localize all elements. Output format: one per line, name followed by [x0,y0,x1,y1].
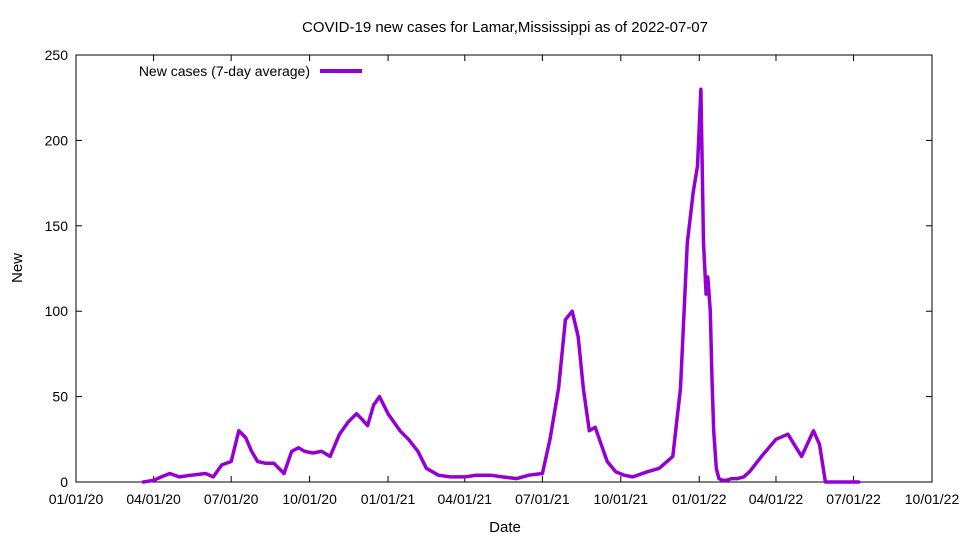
x-tick-label: 10/01/20 [282,491,337,507]
chart-title: COVID-19 new cases for Lamar,Mississippi… [302,19,708,36]
y-tick-label: 150 [45,218,69,234]
series-layer [141,87,861,484]
x-tick-label: 07/01/20 [204,491,259,507]
y-tick-label: 50 [52,389,68,405]
x-tick-label: 04/01/20 [126,491,181,507]
y-tick-label: 250 [45,47,69,63]
x-tick-label: 07/01/22 [826,491,881,507]
x-tick-label: 04/01/21 [438,491,493,507]
x-tick-label: 01/01/20 [49,491,104,507]
y-axis-label: New [9,253,26,283]
x-tick-label: 07/01/21 [515,491,570,507]
x-axis-ticks: 01/01/20 04/01/20 07/01/20 10/01/20 01/01/21… [49,55,960,507]
x-tick-label: 04/01/22 [749,491,804,507]
y-tick-label: 200 [45,132,69,148]
x-tick-label: 01/01/22 [672,491,727,507]
x-axis-label: Date [489,519,521,536]
legend: New cases (7-day average) [139,63,362,79]
y-axis-ticks: 0 50 100 150 200 250 [45,47,932,490]
x-tick-label: 10/01/21 [594,491,649,507]
x-tick-label: 10/01/22 [905,491,960,507]
y-tick-label: 100 [45,303,69,319]
series-line-0 [141,87,861,484]
x-tick-label: 01/01/21 [361,491,416,507]
legend-label: New cases (7-day average) [139,63,310,79]
plot-area [75,54,933,483]
y-tick-label: 0 [60,474,68,490]
